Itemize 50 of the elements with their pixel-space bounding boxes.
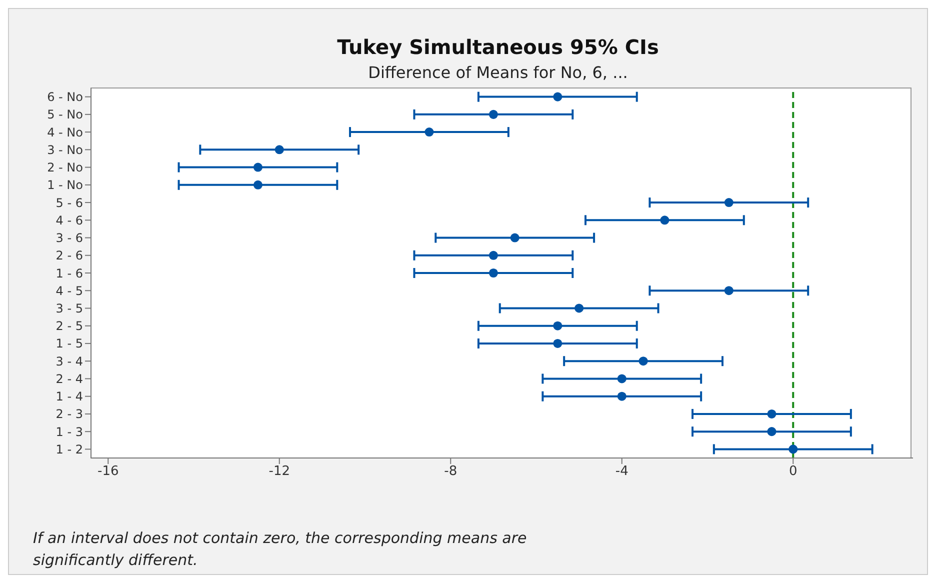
- y-tick-label: 3 - No: [47, 142, 83, 157]
- y-tick-label: 2 - 5: [56, 319, 83, 334]
- y-tick-label: 2 - 6: [56, 248, 83, 263]
- y-tick-label: 4 - 6: [56, 213, 83, 228]
- x-tick-label: -4: [615, 464, 628, 480]
- point: [724, 198, 734, 208]
- point: [788, 444, 798, 454]
- y-tick-label: 5 - No: [47, 108, 83, 122]
- point: [253, 180, 262, 190]
- point: [553, 92, 562, 102]
- y-tick-label: 2 - 4: [56, 372, 83, 386]
- y-tick-label: 1 - 4: [56, 390, 83, 404]
- y-tick-label: 2 - No: [47, 160, 83, 175]
- chart-subtitle: Difference of Means for No, 6, ...: [367, 63, 629, 82]
- point: [724, 286, 734, 296]
- y-tick-label: 3 - 6: [56, 231, 83, 246]
- y-tick-label: 1 - 5: [56, 336, 83, 351]
- point: [274, 145, 284, 154]
- point: [638, 356, 648, 366]
- y-tick-label: 4 - 5: [56, 284, 83, 298]
- point: [510, 233, 520, 242]
- point: [253, 162, 262, 172]
- point: [617, 392, 626, 401]
- point: [767, 427, 776, 436]
- point: [424, 128, 434, 137]
- x-tick-label: 0: [788, 464, 798, 480]
- point: [767, 409, 776, 418]
- point: [488, 268, 498, 278]
- point: [553, 321, 562, 330]
- y-tick-label: 6 - No: [47, 90, 83, 104]
- text: If an interval does not contain zero, the corresponding means are significantly different.: [33, 528, 528, 571]
- y-tick-label: 1 - 6: [56, 266, 83, 280]
- x-tick-label: -16: [98, 464, 119, 480]
- x-tick-label: -12: [268, 464, 290, 480]
- point: [660, 216, 670, 225]
- point: [574, 304, 584, 313]
- point: [617, 374, 626, 384]
- point: [488, 110, 498, 119]
- y-tick-label: 1 - 2: [56, 442, 83, 456]
- x-tick-label: -8: [444, 464, 458, 480]
- point: [488, 250, 498, 260]
- y-tick-label: 2 - 3: [56, 407, 83, 422]
- y-tick-label: 1 - 3: [56, 424, 83, 439]
- chart-title: Tukey Simultaneous 95% CIs: [336, 35, 660, 59]
- point: [553, 338, 562, 348]
- y-tick-label: 3 - 4: [56, 354, 83, 368]
- y-tick-label: 1 - No: [47, 178, 83, 192]
- y-tick-label: 3 - 5: [56, 302, 83, 316]
- y-tick-label: 4 - No: [47, 125, 83, 140]
- y-tick-label: 5 - 6: [56, 196, 83, 210]
